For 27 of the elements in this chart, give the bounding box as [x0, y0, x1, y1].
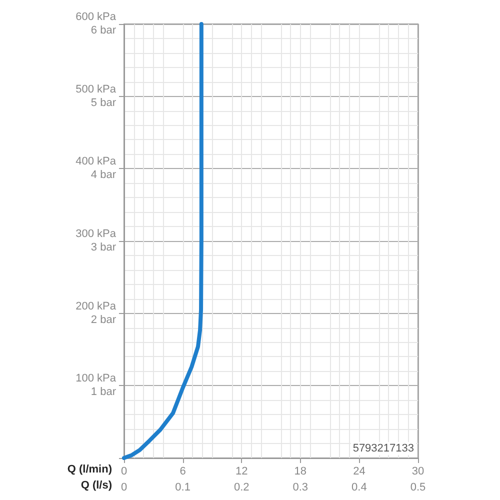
x-tick-label: 6 — [180, 466, 186, 478]
x2-tick-label: 0.5 — [410, 482, 426, 494]
x2-tick-label: 0.2 — [234, 482, 250, 494]
y2-tick-label: 6 bar — [90, 24, 116, 36]
y2-tick-label: 2 bar — [90, 314, 116, 326]
x-tick-label: 30 — [412, 466, 424, 478]
x2-tick-label: 0 — [120, 482, 128, 494]
x2-tick-label: 0.1 — [175, 482, 190, 494]
y-tick-label: 100 kPa — [76, 372, 117, 385]
x-tick-label: 0 — [120, 466, 128, 478]
x-tick-label: 12 — [235, 466, 248, 478]
y-tick-label: 400 kPa — [76, 156, 117, 168]
x2-axis-title: Q (l/s) — [80, 480, 112, 492]
x-tick-label: 24 — [353, 466, 366, 478]
y2-tick-label: 5 bar — [90, 96, 116, 109]
y-tick-label: 200 kPa — [76, 300, 117, 312]
x-axis-title: Q (l/min) — [67, 464, 112, 476]
x-tick-label: 18 — [294, 466, 307, 478]
y-tick-label: 600 kPa — [76, 11, 117, 23]
x2-tick-label: 0.4 — [352, 482, 367, 494]
y2-tick-label: 1 bar — [90, 386, 116, 398]
y-tick-label: 300 kPa — [76, 228, 117, 240]
x2-tick-label: 0.3 — [292, 482, 308, 494]
annotation: 5793217133 — [352, 442, 414, 454]
y2-tick-label: 3 bar — [90, 242, 116, 254]
y-tick-label: 500 kPa — [76, 83, 117, 96]
y2-tick-label: 4 bar — [90, 169, 116, 182]
